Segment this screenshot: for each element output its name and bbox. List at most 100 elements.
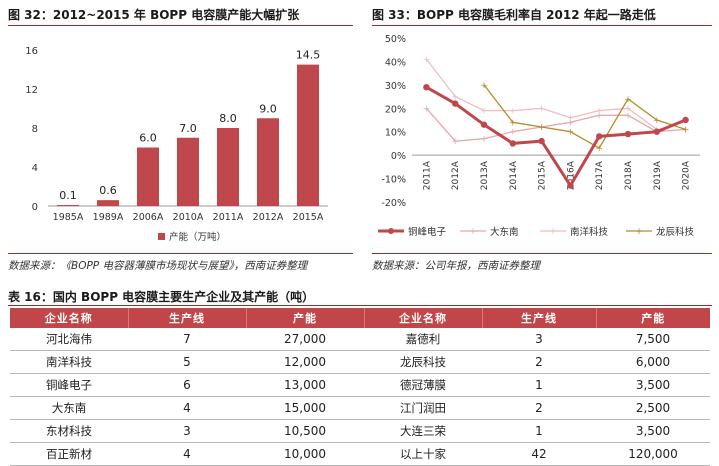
header-production-lines: 生产线 <box>128 308 247 328</box>
series-line <box>425 107 686 142</box>
x-tick-label: 2017A <box>595 160 605 190</box>
table-title: 表 16：国内 BOPP 电容膜主要生产企业及其产能（吨） <box>8 290 315 304</box>
x-tick-label: 2012A <box>253 212 284 223</box>
table-row: 南洋科技 5 12,000 龙辰科技 2 6,000 <box>10 350 710 374</box>
x-tick-label: 2012A <box>451 160 461 190</box>
x-tick-label: 2010A <box>173 212 204 223</box>
cell-production-lines: 4 <box>128 396 246 420</box>
header-capacity: 产能 <box>246 308 365 328</box>
series-marker: + <box>595 144 603 154</box>
series-marker <box>653 128 660 135</box>
series-marker: + <box>538 123 546 133</box>
x-tick-label: 2006A <box>133 212 164 223</box>
cell-company-name: 铜峰电子 <box>10 373 128 397</box>
series-marker: + <box>480 81 488 91</box>
cell-capacity-2: 2,500 <box>596 396 710 420</box>
bar <box>137 147 159 206</box>
series-marker <box>538 137 545 145</box>
bar-value-label: 7.0 <box>179 122 197 135</box>
series-marker: + <box>423 55 431 65</box>
bar-value-label: 0.1 <box>59 189 77 202</box>
bar-chart-bottom-rule <box>8 253 353 254</box>
series-marker: + <box>480 107 488 117</box>
bar-chart-title-rule <box>8 25 353 26</box>
y-tick-label: -20% <box>381 198 406 209</box>
series-marker: + <box>682 125 690 135</box>
bar <box>57 205 79 207</box>
bar-chart-source: 数据来源：《BOPP 电容器薄膜市场现状与展望》，西南证券整理 <box>8 260 308 272</box>
x-tick-label: 2015A <box>538 160 548 190</box>
x-tick-label: 2020A <box>682 160 692 190</box>
cell-capacity-2: 6,000 <box>596 350 710 374</box>
y-tick-label: 0 <box>32 202 38 213</box>
bar <box>297 64 319 206</box>
series-marker: + <box>538 123 546 133</box>
x-tick-label: 1989A <box>93 212 124 223</box>
y-tick-label: 16 <box>25 46 38 57</box>
series-marker: + <box>480 135 488 145</box>
legend-label: 大东南 <box>490 226 519 238</box>
legend-marker <box>388 228 394 234</box>
x-tick-label: 1985A <box>53 212 84 223</box>
x-tick-label: 2013A <box>480 160 490 190</box>
cell-production-lines-2: 1 <box>482 373 596 397</box>
cell-capacity: 10,000 <box>246 442 364 466</box>
cell-company-name-2: 江门润田 <box>364 396 482 420</box>
series-marker: + <box>509 107 517 117</box>
bar-value-label: 8.0 <box>219 112 237 125</box>
cell-capacity: 13,000 <box>246 373 364 397</box>
bar <box>177 137 199 206</box>
bar-value-label: 9.0 <box>259 102 277 115</box>
bar-value-label: 6.0 <box>139 132 157 145</box>
line-chart: 50% 40% 30% 20% 10% 0% -10% -20% 2011A 2012A 2013A… <box>378 34 700 238</box>
line-chart-bottom-rule <box>372 253 712 254</box>
y-tick-label: 0% <box>391 151 406 162</box>
y-tick-label: 10% <box>385 128 406 139</box>
series-marker: + <box>624 111 632 121</box>
cell-company-name-2: 以上十家 <box>364 442 482 466</box>
series-marker <box>596 133 603 140</box>
series-marker <box>509 140 516 147</box>
cell-production-lines: 4 <box>128 442 246 466</box>
bar-value-label: 14.5 <box>296 49 321 62</box>
capacity-table: 企业名称 生产线 产能 企业名称 生产线 产能 河北海伟 7 27,000 嘉德利 3 7… <box>10 308 710 466</box>
series-marker: + <box>567 114 575 124</box>
series-line <box>425 58 658 130</box>
cell-production-lines-2: 2 <box>482 350 596 374</box>
cell-production-lines-2: 2 <box>482 396 596 420</box>
cell-company-name-2: 大连三荣 <box>364 419 482 443</box>
cell-capacity-2: 7,500 <box>596 328 710 351</box>
table-row: 铜峰电子 6 13,000 德冠薄膜 1 3,500 <box>10 373 710 397</box>
bar <box>97 200 119 206</box>
cell-production-lines-2: 3 <box>482 328 596 351</box>
series-line <box>425 85 687 188</box>
y-tick-label: 30% <box>385 81 406 92</box>
header-company-name: 企业名称 <box>10 308 129 328</box>
series-marker: + <box>538 104 546 114</box>
cell-production-lines: 6 <box>128 373 246 397</box>
legend-label: 铜峰电子 <box>408 226 447 238</box>
series-marker <box>567 182 574 189</box>
legend-label: 产能（万吨） <box>169 231 226 243</box>
table-body: 河北海伟 7 27,000 嘉德利 3 7,500 南洋科技 5 12,000 龙辰科技 2 6,00… <box>10 328 710 466</box>
series-marker: + <box>451 137 459 147</box>
cell-company-name: 东材科技 <box>10 419 128 443</box>
cell-company-name: 河北海伟 <box>10 328 128 351</box>
series-marker <box>423 84 430 91</box>
table-row: 东材科技 3 10,500 大连三荣 1 3,500 <box>10 419 710 443</box>
cell-capacity: 15,000 <box>246 396 364 420</box>
x-tick-label: 2019A <box>653 160 663 190</box>
y-tick-label: -10% <box>381 175 406 186</box>
bar-value-label: 0.6 <box>99 184 117 197</box>
cell-capacity: 27,000 <box>246 328 364 351</box>
series-marker: + <box>682 125 690 135</box>
bar <box>217 128 239 206</box>
y-tick-label: 40% <box>385 57 406 68</box>
bar <box>257 118 279 206</box>
cell-capacity-2: 3,500 <box>596 373 710 397</box>
line-chart-source: 数据来源：公司年报，西南证券整理 <box>372 260 540 272</box>
y-tick-label: 50% <box>385 34 406 45</box>
y-tick-label: 4 <box>32 163 38 174</box>
bar-chart-title: 图 32：2012~2015 年 BOPP 电容膜产能大幅扩张 <box>8 8 300 22</box>
legend-swatch <box>158 233 165 240</box>
